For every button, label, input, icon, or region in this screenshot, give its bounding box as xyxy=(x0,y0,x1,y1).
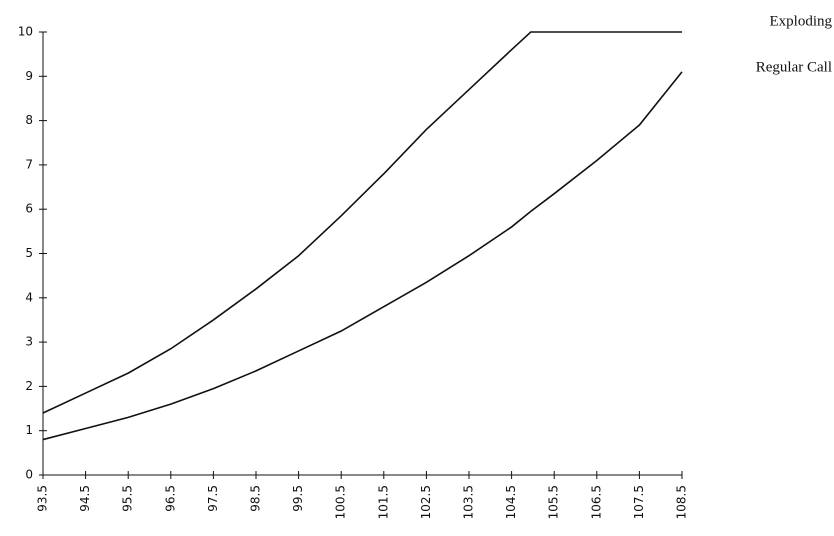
x-tick-label: 100.5 xyxy=(334,485,348,519)
series-line xyxy=(42,31,682,414)
y-tick-label: 1 xyxy=(25,423,33,437)
y-tick-label: 0 xyxy=(25,468,33,482)
y-tick-label: 8 xyxy=(25,113,33,127)
x-tick-label: 101.5 xyxy=(376,485,390,519)
y-tick-label: 7 xyxy=(25,157,33,171)
legend-label: Regular Call xyxy=(756,59,832,75)
y-tick-label: 9 xyxy=(25,69,33,83)
y-tick-label: 3 xyxy=(25,335,33,349)
x-tick-label: 102.5 xyxy=(419,485,433,519)
x-tick-label: 97.5 xyxy=(206,485,220,512)
x-tick-label: 103.5 xyxy=(462,485,476,519)
x-tick-label: 95.5 xyxy=(121,485,135,512)
x-tick-label: 99.5 xyxy=(291,485,305,512)
y-tick-label: 10 xyxy=(18,25,33,39)
x-tick-label: 93.5 xyxy=(36,485,50,512)
x-tick-label: 106.5 xyxy=(589,485,603,519)
x-tick-label: 104.5 xyxy=(504,485,518,519)
x-tick-label: 105.5 xyxy=(547,485,561,519)
series-line xyxy=(42,71,683,441)
legend-label: Exploding xyxy=(770,13,833,29)
y-tick-label: 6 xyxy=(25,202,33,216)
x-tick-label: 96.5 xyxy=(163,485,177,512)
x-tick-label: 108.5 xyxy=(675,485,689,519)
x-tick-label: 107.5 xyxy=(632,485,646,519)
y-tick-label: 5 xyxy=(25,246,33,260)
x-tick-label: 98.5 xyxy=(249,485,263,512)
y-tick-label: 2 xyxy=(25,379,33,393)
y-tick-label: 4 xyxy=(25,290,33,304)
x-tick-label: 94.5 xyxy=(78,485,92,512)
